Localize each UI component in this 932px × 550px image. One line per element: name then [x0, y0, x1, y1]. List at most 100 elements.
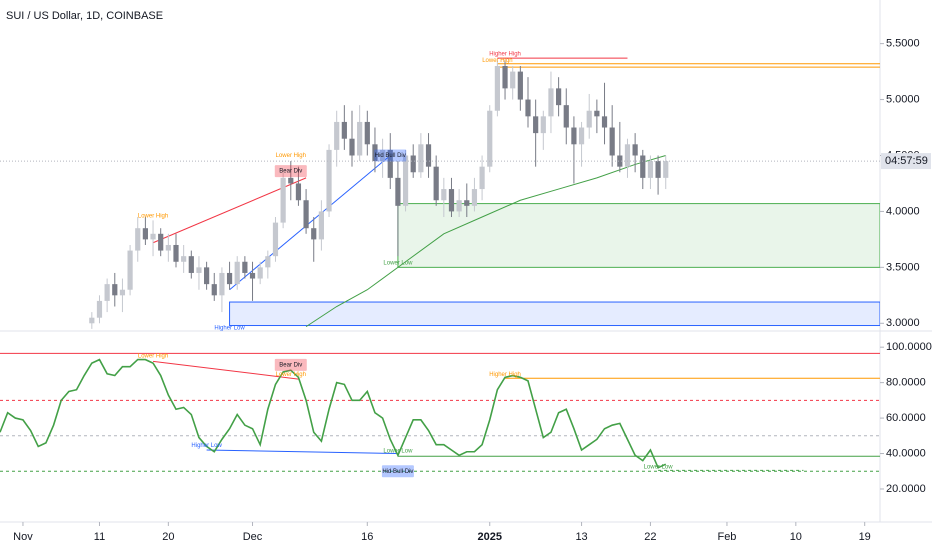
candle-body: [150, 233, 156, 240]
x-tick-label: Dec: [243, 531, 263, 543]
candle-body: [318, 211, 324, 240]
candle-body: [487, 110, 493, 167]
candle-body: [655, 161, 661, 178]
candle-body: [624, 144, 631, 167]
candle-body: [663, 161, 669, 178]
annotation: Bear Div: [279, 169, 302, 175]
candle-body: [181, 256, 187, 262]
candle-body: [402, 155, 409, 206]
candle-body: [280, 177, 286, 223]
candle-body: [326, 149, 332, 212]
pane: [0, 352, 880, 472]
candle-body: [349, 138, 355, 156]
overlay-line: [206, 449, 398, 455]
annotation-box: [274, 165, 307, 178]
candle-body: [112, 284, 118, 296]
candle-body: [380, 149, 386, 162]
y-tick-label: 60.0000: [886, 412, 926, 424]
candle-body: [448, 189, 455, 212]
candle-body: [372, 144, 378, 162]
annotation: Lower High: [138, 354, 168, 360]
candle-body: [127, 250, 133, 290]
candle-body: [410, 155, 416, 173]
candle-body: [357, 121, 363, 156]
candle-body: [525, 99, 531, 117]
candle-body: [640, 155, 646, 178]
overlay-line: [305, 155, 666, 328]
candle-body: [632, 144, 638, 156]
candle-body: [433, 166, 439, 201]
candle-body: [425, 144, 432, 167]
candle-body: [119, 289, 126, 296]
zone: [397, 203, 880, 268]
candle-body: [441, 189, 447, 201]
y-tick-label: 5.0000: [886, 93, 920, 105]
candle-body: [242, 261, 248, 273]
candle-body: [265, 256, 271, 268]
candle-body: [556, 88, 562, 106]
annotation: Lower Low: [644, 464, 674, 470]
annotation-box: [374, 149, 407, 162]
candle-body: [211, 284, 217, 296]
candle-body: [219, 272, 225, 296]
y-tick-label: 3.5000: [886, 261, 920, 273]
annotation: Lower Low: [383, 260, 413, 266]
annotation: Lower High: [482, 58, 512, 64]
annotation: Higher High: [489, 51, 521, 57]
y-tick-label: 80.0000: [886, 377, 926, 389]
annotation: Lower Low: [383, 448, 413, 454]
x-tick-label: 16: [361, 531, 373, 543]
candle-body: [341, 121, 347, 139]
overlay-line: [152, 360, 299, 380]
annotation: Hid Bull Div: [382, 469, 413, 475]
annotation: Lower High: [276, 153, 306, 159]
candle-body: [418, 144, 424, 173]
candle-body: [540, 116, 546, 134]
x-tick-label: 10: [790, 531, 802, 543]
annotation: Higher Low: [214, 325, 245, 331]
pane: [89, 57, 880, 329]
oscillator-line: [0, 358, 667, 469]
y-tick-label: 4.0000: [886, 205, 920, 217]
candle-body: [571, 127, 577, 145]
y-tick-label: 40.0000: [886, 447, 926, 459]
candle-body: [173, 244, 179, 262]
candle-body: [548, 88, 554, 117]
candle-body: [334, 121, 340, 150]
y-tick-label: 3.0000: [886, 317, 920, 329]
x-tick-label: 13: [575, 531, 587, 543]
candle-body: [188, 256, 194, 273]
x-tick-label: 2025: [477, 531, 501, 543]
y-tick-label: 20.0000: [886, 483, 926, 495]
candle-body: [204, 267, 210, 285]
countdown-box: [881, 153, 931, 170]
candle-body: [456, 200, 462, 212]
candle-body: [234, 261, 240, 285]
candle-body: [135, 228, 141, 251]
x-tick-label: Nov: [13, 531, 33, 543]
candle-body: [387, 149, 393, 178]
candle-body: [479, 166, 485, 190]
candle-body: [510, 71, 516, 89]
candle-body: [609, 127, 615, 156]
candle-body: [563, 105, 569, 128]
candle-body: [533, 116, 539, 134]
candle-body: [311, 228, 317, 240]
candle-body: [104, 284, 110, 301]
candle-body: [471, 189, 478, 206]
candle-body: [617, 155, 623, 167]
x-tick-label: Feb: [717, 531, 736, 543]
candle-body: [594, 110, 600, 117]
annotation-box: [274, 358, 307, 371]
candle-body: [158, 233, 164, 251]
annotation: Lower High: [138, 213, 168, 219]
candle-body: [257, 267, 263, 279]
x-tick-label: 11: [94, 531, 105, 543]
candle-body: [517, 71, 523, 100]
candle-body: [364, 121, 370, 145]
x-tick-label: 20: [162, 531, 174, 543]
overlay-line: [229, 155, 391, 291]
candle-body: [96, 300, 103, 318]
annotation: Hid Bull Div: [375, 153, 406, 159]
